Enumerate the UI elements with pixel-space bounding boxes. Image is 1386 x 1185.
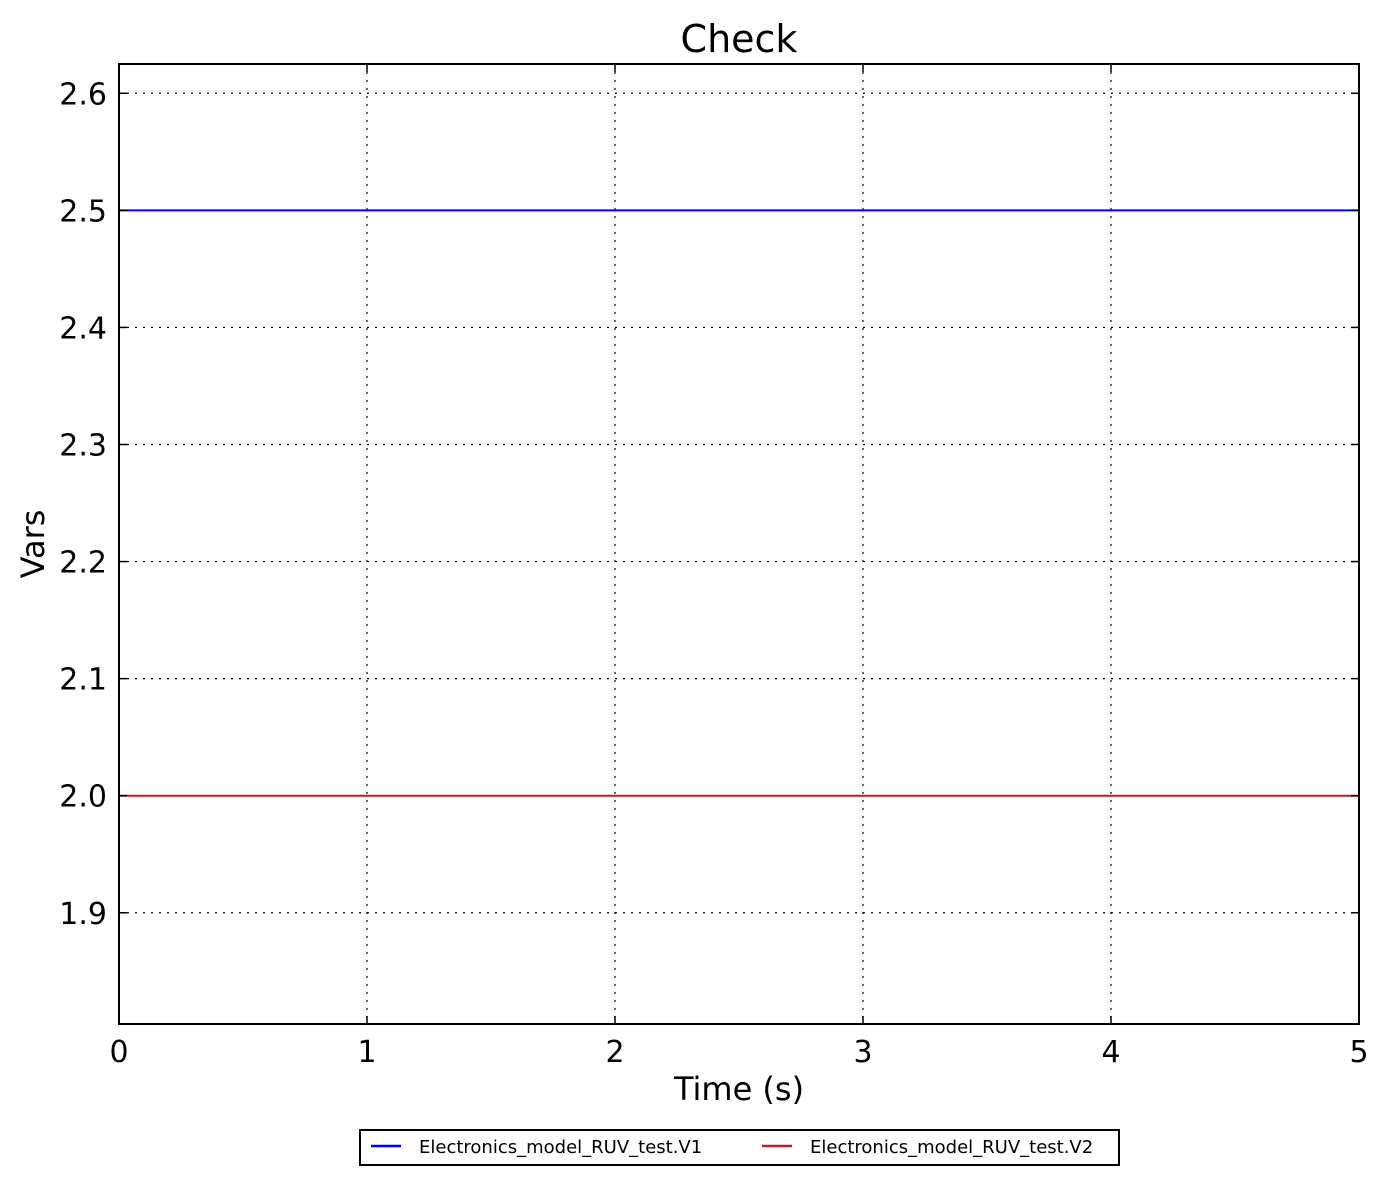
x-tick-label: 2 [605, 1035, 624, 1070]
y-tick-label: 2.4 [59, 311, 107, 346]
y-tick-label: 2.0 [59, 780, 107, 815]
x-tick-label: 1 [357, 1035, 376, 1070]
y-axis-label: Vars [14, 510, 52, 579]
y-tick-label: 2.2 [59, 546, 107, 581]
x-tick-label: 3 [853, 1035, 872, 1070]
x-axis-label: Time (s) [673, 1070, 804, 1108]
y-tick-label: 2.3 [59, 428, 107, 463]
y-tick-label: 2.6 [59, 77, 107, 112]
chart-title: Check [681, 17, 798, 61]
grid [118, 64, 1360, 1024]
series-lines [119, 209, 1359, 797]
legend: Electronics_model_RUV_test.V1 Electronic… [359, 1129, 1120, 1166]
legend-label-v2: Electronics_model_RUV_test.V2 [810, 1137, 1093, 1158]
plot-frame [118, 63, 1360, 1025]
x-tick-label: 5 [1349, 1035, 1368, 1070]
y-tick-label: 2.1 [59, 663, 107, 698]
x-tick-label: 0 [109, 1035, 128, 1070]
y-tick-label: 2.5 [59, 194, 107, 229]
legend-label-v1: Electronics_model_RUV_test.V1 [419, 1137, 702, 1158]
y-tick-label: 1.9 [59, 897, 107, 932]
x-tick-label: 4 [1101, 1035, 1120, 1070]
ticks: 0 1 2 3 4 5 1.9 2.0 2.1 2.2 2.3 2.4 2.5 2.6 [59, 64, 1369, 1070]
legend-frame [359, 1129, 1120, 1166]
